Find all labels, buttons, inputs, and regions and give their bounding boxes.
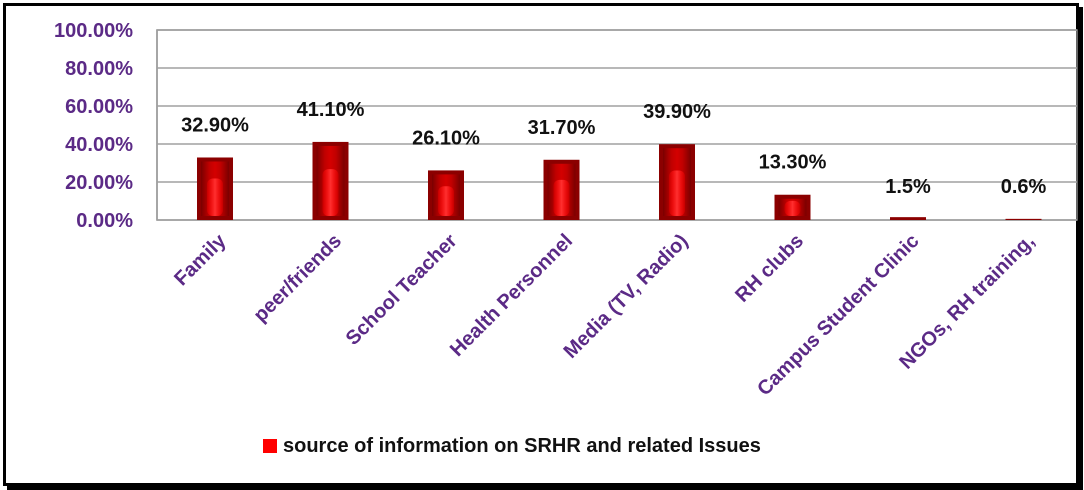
chart-frame	[3, 3, 1079, 486]
bar	[774, 194, 811, 220]
bar	[890, 217, 926, 220]
bar-highlight	[669, 170, 685, 216]
data-label: 13.30%	[759, 152, 827, 174]
bars	[197, 141, 1042, 220]
plot-area	[156, 29, 1078, 221]
bar	[543, 159, 580, 220]
x-tick-label: School Teacher	[342, 230, 462, 350]
legend-swatch	[263, 439, 277, 453]
y-tick-label: 40.00%	[65, 134, 133, 156]
data-label: 41.10%	[297, 99, 365, 121]
data-label: 1.5%	[885, 176, 931, 198]
data-label: 32.90%	[181, 114, 249, 136]
y-tick-label: 100.00%	[54, 20, 133, 42]
bar	[197, 157, 233, 220]
y-tick-label: 80.00%	[65, 58, 133, 80]
data-label: 39.90%	[643, 101, 711, 123]
y-tick-label: 60.00%	[65, 96, 133, 118]
data-labels: 32.90% 41.10% 26.10% 31.70% 39.90% 13.30% 1.5%…	[181, 99, 1046, 198]
grid-lines	[156, 29, 1078, 221]
legend-label: source of information on SRHR and relate…	[283, 434, 761, 457]
bar	[659, 144, 695, 220]
bar-body	[890, 217, 926, 220]
x-tick-label: peer/friends	[250, 230, 347, 327]
bar-highlight	[207, 178, 223, 216]
x-tick-label: Family	[170, 229, 231, 290]
bar-highlight	[438, 186, 454, 216]
bar-highlight	[784, 200, 801, 216]
bar-body	[1005, 218, 1042, 220]
y-axis-ticks: 0.00% 20.00% 40.00% 60.00% 80.00% 100.00%	[54, 20, 133, 232]
data-label: 26.10%	[412, 127, 480, 149]
x-tick-label: RH clubs	[731, 230, 808, 307]
data-label: 31.70%	[528, 117, 596, 139]
bar	[428, 170, 464, 220]
bar	[312, 141, 349, 220]
bar-highlight	[553, 179, 570, 216]
y-tick-label: 20.00%	[65, 172, 133, 194]
data-label: 0.6%	[1001, 176, 1047, 198]
x-tick-label: Health Personnel	[446, 230, 577, 361]
y-tick-label: 0.00%	[76, 210, 133, 232]
legend: source of information on SRHR and relate…	[263, 433, 761, 459]
bar	[1005, 218, 1042, 220]
bar-highlight	[322, 169, 339, 216]
x-tick-label: Media (TV, Radio)	[560, 230, 693, 363]
